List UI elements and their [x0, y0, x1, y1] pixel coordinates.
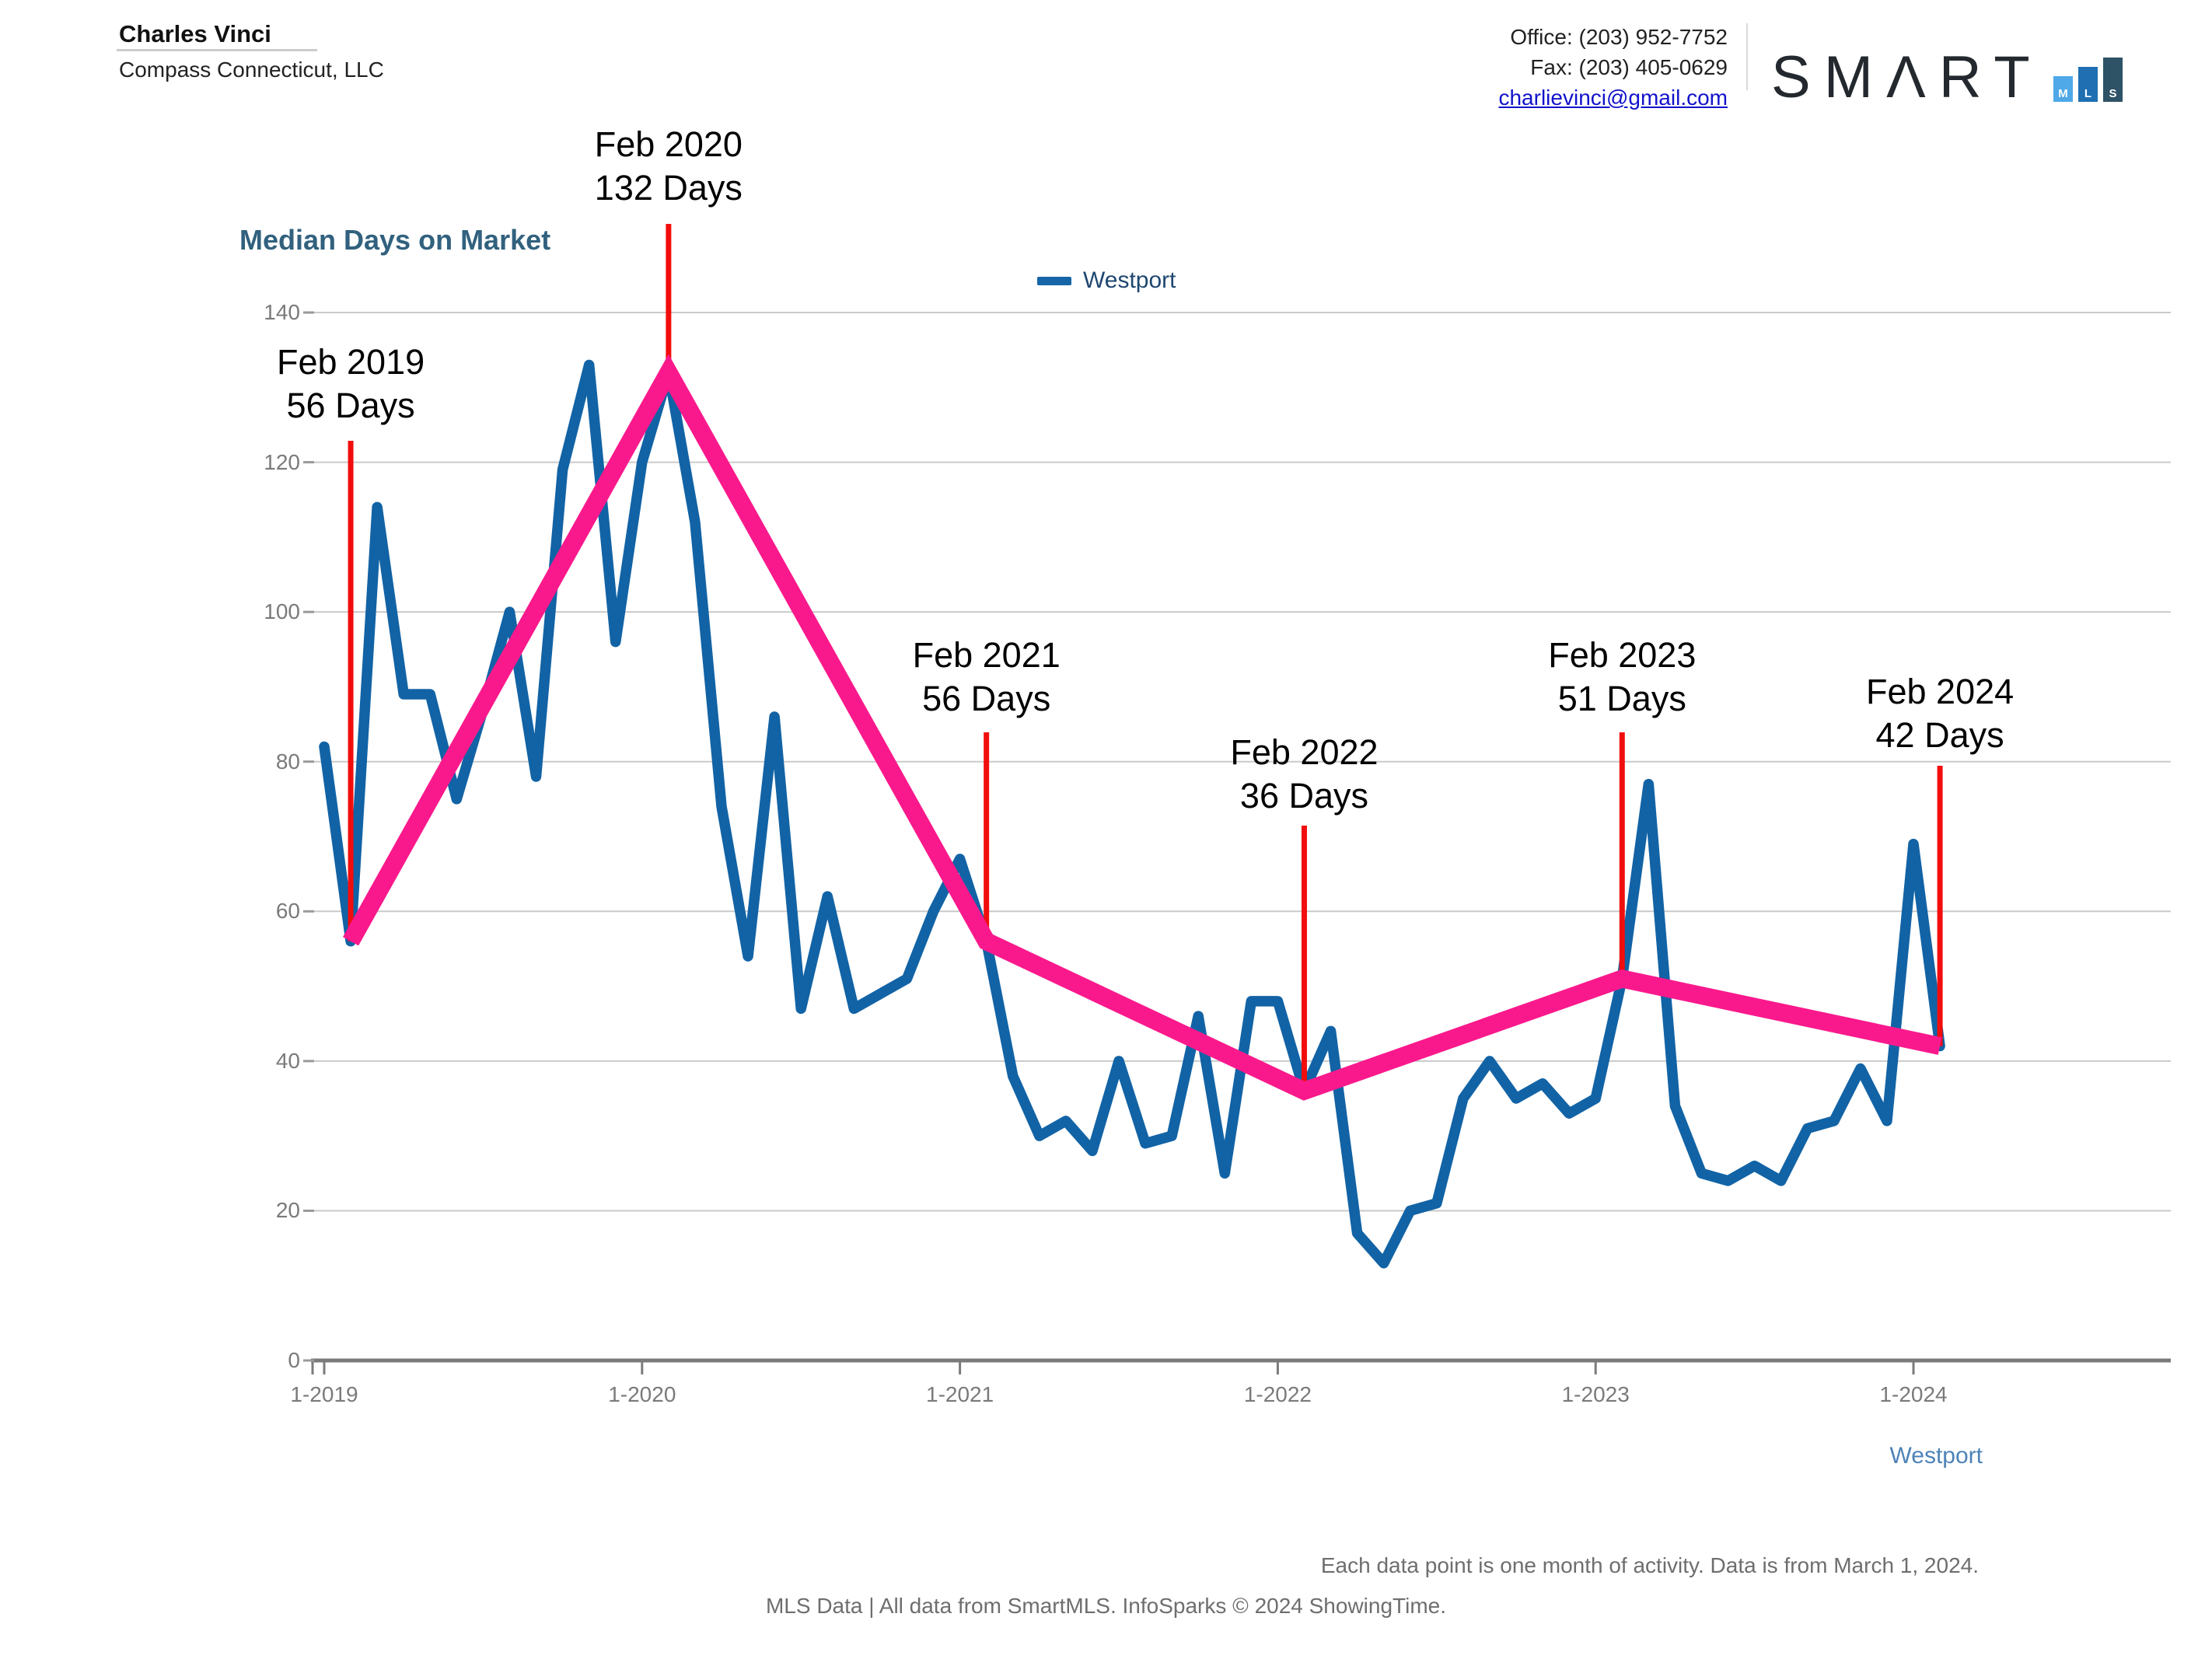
legend-line-swatch — [1037, 276, 1071, 285]
agent-company: Compass Connecticut, LLC — [119, 58, 384, 82]
footnote-attribution: MLS Data | All data from SmartMLS. InfoS… — [765, 1594, 1446, 1618]
annotation-month: Feb 2019 — [276, 342, 425, 382]
annotation-label: Feb 2023 51 Days — [1548, 634, 1696, 721]
y-axis-tick-label: 40 — [275, 1048, 300, 1073]
logo-bar-letter: L — [2084, 87, 2092, 100]
legend-label: Westport — [1083, 267, 1176, 293]
y-axis-tick-label: 100 — [264, 599, 300, 624]
annotation-value: 42 Days — [1875, 715, 2004, 755]
chart-title: Median Days on Market — [239, 224, 551, 256]
y-axis-tick-label: 20 — [275, 1198, 300, 1223]
x-axis-tick-label: 1-2019 — [290, 1382, 358, 1406]
chart-legend: Westport — [1037, 267, 1176, 294]
annotation-label: Feb 2022 36 Days — [1230, 731, 1378, 818]
x-axis-tick-label: 1-2022 — [1243, 1382, 1312, 1406]
logo-divider — [1746, 23, 1748, 90]
smartmls-logo-wordmark: SMΛRT — [1771, 44, 2043, 110]
office-phone: Office: (203) 952-7752 — [1510, 25, 1728, 49]
annotation-value: 51 Days — [1557, 679, 1686, 718]
y-axis-tick-label: 80 — [275, 749, 300, 774]
annotation-month: Feb 2021 — [912, 635, 1061, 675]
logo-bar-m: M — [2053, 76, 2073, 102]
agent-name-divider — [117, 49, 317, 51]
fax-number: Fax: (203) 405-0629 — [1530, 55, 1728, 79]
annotation-value: 56 Days — [922, 679, 1051, 718]
email-link[interactable]: charlievinci@gmail.com — [1498, 86, 1728, 110]
annotation-value: 36 Days — [1239, 776, 1369, 816]
annotation-label: Feb 2020 132 Days — [595, 123, 743, 210]
annotation-month: Feb 2020 — [594, 124, 743, 164]
x-axis-tick-label: 1-2020 — [608, 1382, 676, 1406]
series-line-westport — [319, 359, 1945, 1269]
logo-bar-letter: S — [2109, 87, 2117, 100]
logo-bar-l: L — [2078, 67, 2098, 102]
x-axis-tick-label: 1-2021 — [926, 1382, 994, 1406]
logo-bar-s: S — [2103, 58, 2123, 102]
annotation-month: Feb 2024 — [1866, 672, 2015, 711]
annotation-value: 56 Days — [286, 386, 415, 425]
y-axis-tick-label: 140 — [264, 299, 300, 324]
trend-line-feb-values — [343, 354, 1942, 1101]
y-axis-tick-label: 60 — [275, 899, 300, 924]
annotation-label: Feb 2024 42 Days — [1866, 670, 2014, 757]
annotation-label: Feb 2019 56 Days — [277, 341, 425, 428]
logo-bar-letter: M — [2058, 87, 2068, 100]
annotation-month: Feb 2023 — [1548, 635, 1697, 675]
y-axis-tick-label: 120 — [264, 449, 300, 474]
contact-block: Office: (203) 952-7752 Fax: (203) 405-06… — [1498, 22, 1728, 113]
y-axis-tick-label: 0 — [288, 1348, 300, 1372]
annotation-month: Feb 2022 — [1230, 732, 1379, 772]
footnote-data-period: Each data point is one month of activity… — [1320, 1553, 1979, 1577]
series-axis-label: Westport — [1889, 1443, 1983, 1469]
x-axis-tick-label: 1-2023 — [1561, 1382, 1630, 1406]
agent-name: Charles Vinci — [119, 20, 271, 47]
x-axis-tick-label: 1-2024 — [1879, 1382, 1948, 1406]
annotation-value: 132 Days — [594, 168, 743, 208]
annotation-label: Feb 2021 56 Days — [913, 634, 1061, 721]
